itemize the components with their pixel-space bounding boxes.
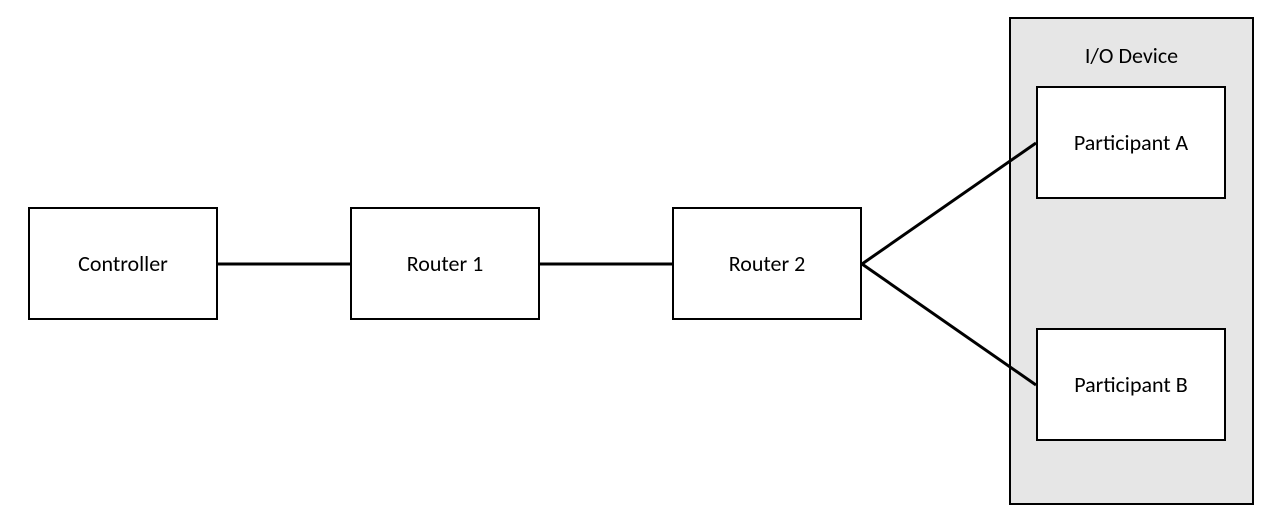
diagram-canvas: I/O Device Controller Router 1 Router 2 … xyxy=(0,0,1280,531)
node-participant-b-label: Participant B xyxy=(1074,371,1187,398)
node-participant-b: Participant B xyxy=(1036,328,1226,441)
node-participant-a: Participant A xyxy=(1036,86,1226,199)
group-io-device-title: I/O Device xyxy=(1011,42,1252,69)
node-router2: Router 2 xyxy=(672,207,862,320)
node-router2-label: Router 2 xyxy=(729,250,806,277)
node-controller: Controller xyxy=(28,207,218,320)
node-participant-a-label: Participant A xyxy=(1074,129,1188,156)
node-router1-label: Router 1 xyxy=(407,250,484,277)
node-router1: Router 1 xyxy=(350,207,540,320)
node-controller-label: Controller xyxy=(78,250,168,277)
